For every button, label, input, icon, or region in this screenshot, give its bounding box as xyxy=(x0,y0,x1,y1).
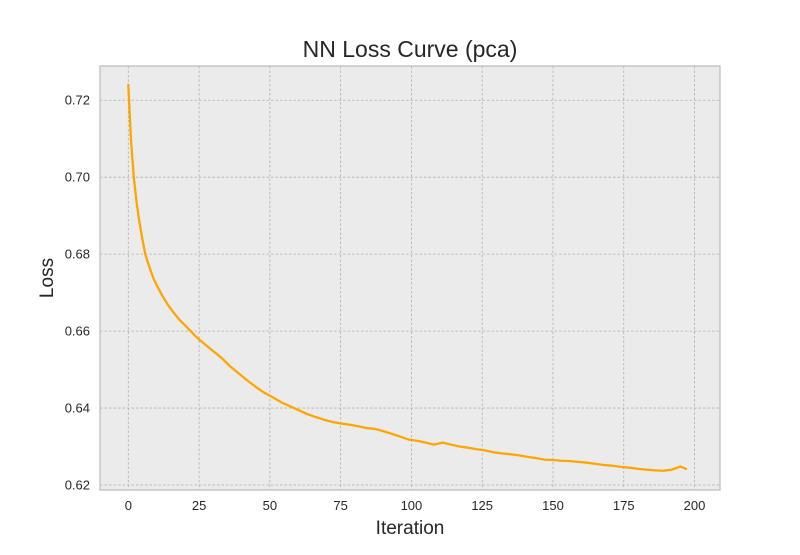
x-tick-label: 100 xyxy=(401,498,423,513)
x-tick-label: 75 xyxy=(333,498,347,513)
loss-series-line xyxy=(127,83,688,472)
y-tick-label: 0.66 xyxy=(65,324,90,339)
y-axis-label: Loss xyxy=(37,258,58,298)
x-tick-label: 0 xyxy=(125,498,132,513)
x-axis-label: Iteration xyxy=(376,518,445,539)
x-tick-label: 150 xyxy=(542,498,564,513)
x-tick-label: 125 xyxy=(471,498,493,513)
y-tick-label: 0.72 xyxy=(65,93,90,108)
x-tick-label: 50 xyxy=(263,498,277,513)
y-tick-label: 0.70 xyxy=(65,170,90,185)
plot-frame xyxy=(99,65,721,491)
x-tick-label: 175 xyxy=(613,498,635,513)
x-tick-label: 200 xyxy=(684,498,706,513)
x-tick-label: 25 xyxy=(192,498,206,513)
y-tick-label: 0.62 xyxy=(65,477,90,492)
y-tick-label: 0.68 xyxy=(65,247,90,262)
plot-area xyxy=(100,66,720,490)
chart-title: NN Loss Curve (pca) xyxy=(303,36,518,62)
y-tick-label: 0.64 xyxy=(65,401,90,416)
